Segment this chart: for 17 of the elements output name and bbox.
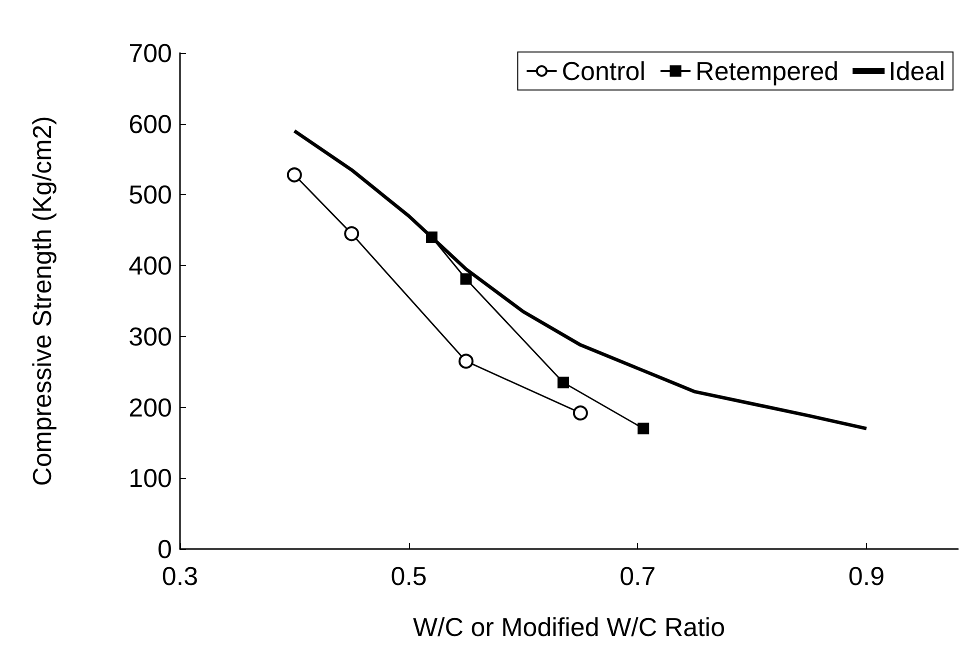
y-tick-label: 700 — [128, 38, 172, 68]
legend-label: Retempered — [696, 56, 839, 86]
x-tick-label: 0.9 — [848, 561, 885, 591]
x-axis-title: W/C or Modified W/C Ratio — [412, 612, 726, 642]
legend-label: Ideal — [888, 56, 946, 86]
x-tick-label: 0.7 — [620, 561, 656, 591]
y-tick-label: 100 — [128, 463, 172, 494]
y-tick-label: 200 — [128, 392, 172, 422]
x-tick-label: 0.3 — [162, 561, 198, 591]
y-tick-label: 500 — [128, 180, 172, 210]
y-axis-title: Compressive Strength (Kg/cm2) — [27, 116, 57, 486]
y-tick-label: 300 — [128, 321, 172, 352]
y-tick-label: 0 — [158, 534, 172, 564]
y-tick-label: 600 — [128, 108, 172, 139]
y-tick-label: 400 — [128, 250, 172, 281]
legend-label: Control — [562, 56, 646, 86]
x-tick-label: 0.5 — [390, 561, 427, 591]
